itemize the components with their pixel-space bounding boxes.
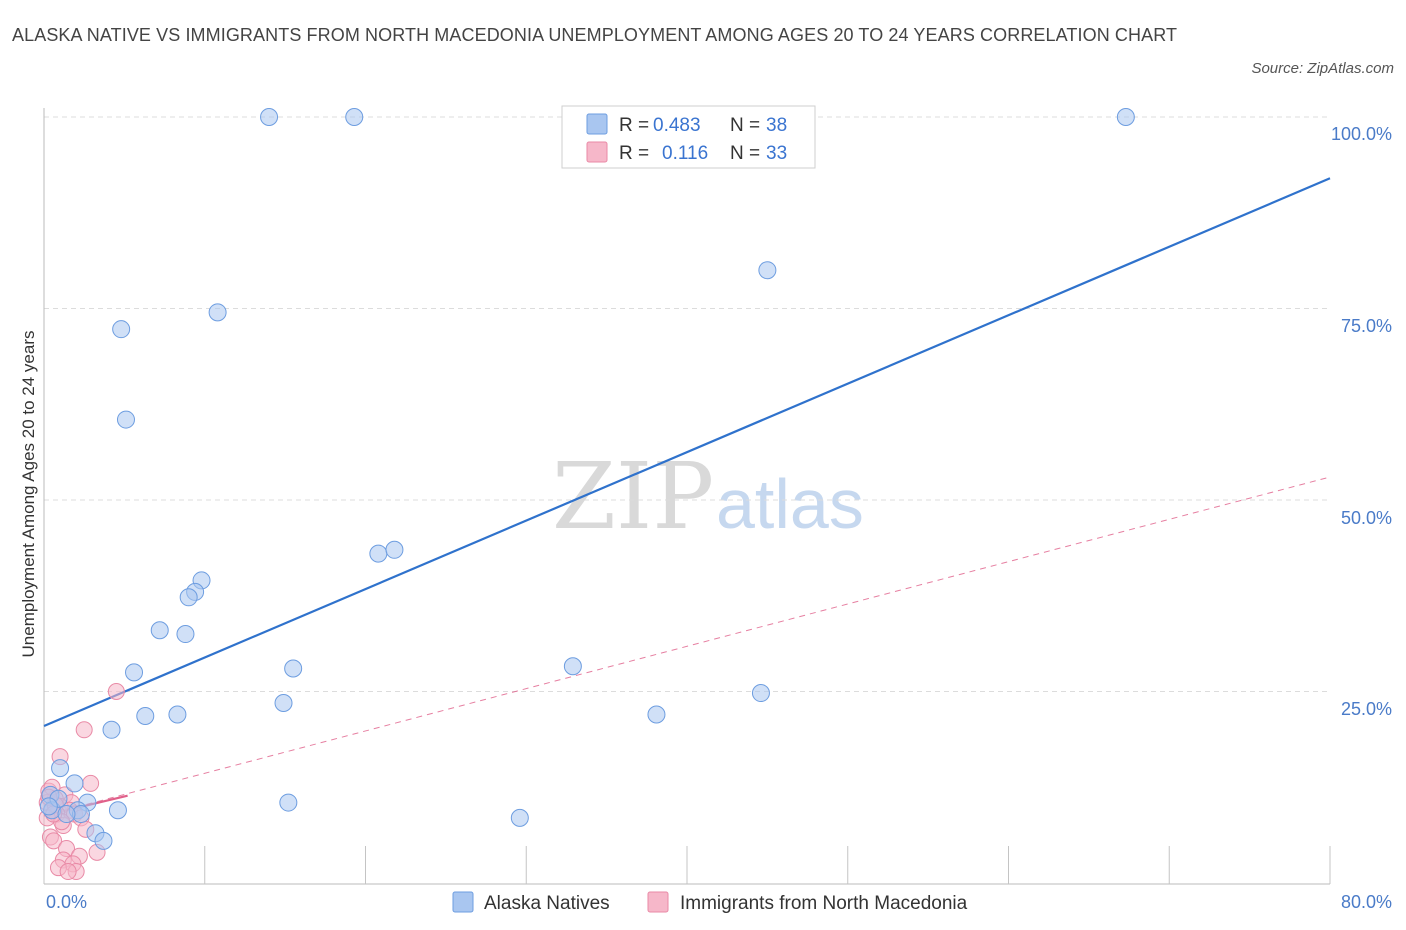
data-point-alaska-natives-12 — [150, 621, 169, 640]
y-tick-label-50: 50.0% — [1341, 508, 1392, 528]
data-point-north-macedonia-19 — [45, 832, 63, 850]
series-legend: Alaska Natives Immigrants from North Mac… — [452, 891, 968, 914]
data-point-alaska-natives-23 — [51, 759, 70, 778]
data-point-alaska-natives-19 — [168, 705, 187, 724]
legend-n-label-blue: N = — [730, 115, 760, 136]
legend-n-label-pink: N = — [730, 143, 760, 164]
trend-line-north-macedonia — [43, 476, 1331, 817]
data-point-alaska-natives-37 — [39, 797, 58, 816]
legend-swatch-blue — [586, 113, 608, 135]
data-point-alaska-natives-17 — [274, 693, 293, 712]
chart-title: ALASKA NATIVE VS IMMIGRANTS FROM NORTH M… — [12, 25, 1178, 45]
data-point-alaska-natives-3 — [758, 261, 777, 280]
legend-r-value-blue: 0.483 — [653, 115, 701, 136]
data-point-alaska-natives-5 — [112, 320, 131, 339]
x-tick-label-min: 0.0% — [46, 892, 87, 912]
stats-legend: R = 0.483 N = 38 R = 0.116 N = 33 — [561, 105, 816, 169]
y-tick-label-25: 25.0% — [1341, 699, 1392, 719]
legend-swatch-pink — [586, 141, 608, 163]
data-point-alaska-natives-36 — [57, 805, 76, 824]
data-point-alaska-natives-15 — [125, 663, 144, 682]
grid-lines — [44, 116, 1330, 692]
trend-line-alaska-natives — [43, 177, 1331, 727]
watermark-zip: ZIP — [552, 443, 714, 550]
y-tick-label-100: 100.0% — [1331, 124, 1392, 144]
series-legend-swatch-blue — [452, 891, 474, 913]
data-point-alaska-natives-27 — [279, 793, 298, 812]
data-point-alaska-natives-1 — [345, 108, 364, 126]
data-point-alaska-natives-29 — [108, 801, 127, 820]
data-point-north-macedonia-3 — [82, 774, 100, 792]
data-point-alaska-natives-4 — [208, 303, 227, 322]
data-point-alaska-natives-33 — [94, 831, 113, 850]
y-tick-label-75: 75.0% — [1341, 316, 1392, 336]
data-point-alaska-natives-13 — [176, 625, 195, 644]
series-legend-swatch-pink — [647, 891, 669, 913]
series-legend-label-blue: Alaska Natives — [484, 893, 610, 914]
legend-r-label-pink: R = — [619, 143, 649, 164]
data-point-alaska-natives-0 — [260, 108, 279, 126]
x-tick-label-max: 80.0% — [1341, 892, 1392, 912]
data-point-alaska-natives-20 — [136, 707, 155, 726]
legend-r-label-blue: R = — [619, 115, 649, 136]
x-ticks — [43, 846, 1331, 884]
data-point-alaska-natives-8 — [385, 540, 404, 559]
data-point-north-macedonia-0 — [107, 683, 125, 700]
y-axis-title: Unemployment Among Ages 20 to 24 years — [19, 331, 38, 658]
data-point-alaska-natives-22 — [102, 720, 121, 739]
data-point-alaska-natives-6 — [116, 410, 135, 429]
blue-points — [39, 108, 1135, 850]
source-label: Source: ZipAtlas.com — [1251, 60, 1394, 77]
watermark-atlas: atlas — [716, 465, 864, 543]
data-point-alaska-natives-21 — [647, 705, 666, 724]
data-point-alaska-natives-14 — [284, 659, 303, 678]
data-point-alaska-natives-24 — [65, 774, 84, 793]
data-point-alaska-natives-2 — [1116, 108, 1135, 126]
data-point-alaska-natives-18 — [751, 684, 770, 703]
data-point-north-macedonia-27 — [59, 863, 77, 881]
data-point-alaska-natives-31 — [510, 808, 529, 827]
legend-n-value-pink: 33 — [766, 143, 787, 164]
series-legend-label-pink: Immigrants from North Macedonia — [680, 893, 968, 914]
data-point-alaska-natives-7 — [369, 544, 388, 563]
legend-n-value-blue: 38 — [766, 115, 787, 136]
data-point-alaska-natives-11 — [179, 588, 198, 607]
legend-r-value-pink: 0.116 — [662, 143, 708, 164]
data-point-north-macedonia-1 — [75, 721, 93, 739]
data-point-alaska-natives-16 — [563, 657, 582, 676]
